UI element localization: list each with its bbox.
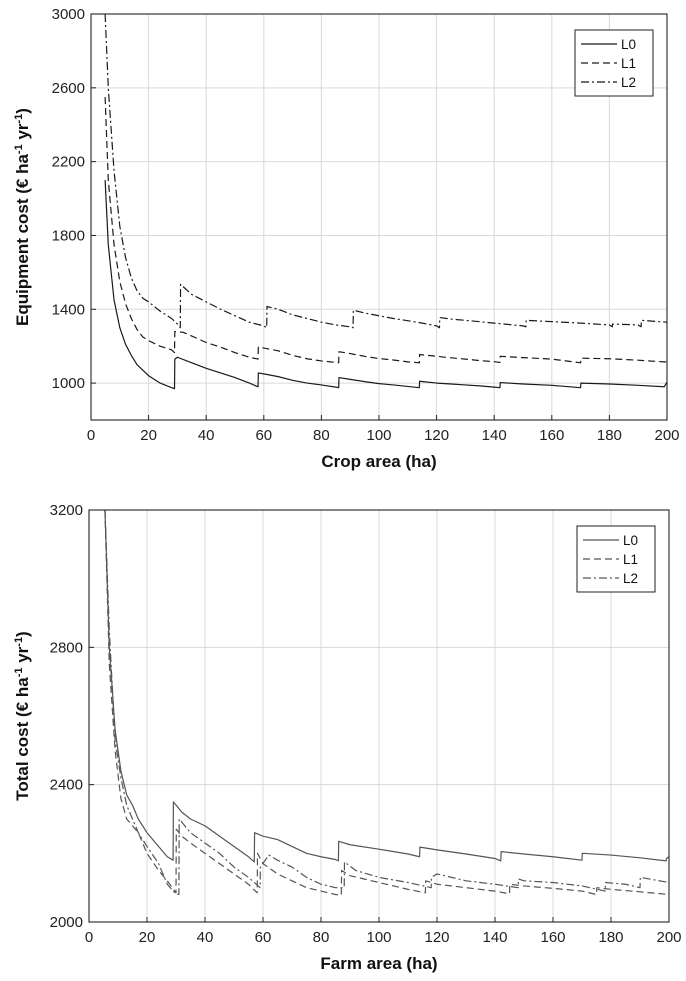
series-line-l2	[104, 510, 669, 896]
legend-label-l0: L0	[621, 37, 636, 52]
x-tick-label: 180	[598, 929, 623, 946]
x-tick-label: 100	[366, 427, 391, 444]
y-axis-label-part: yr	[13, 123, 32, 144]
series-line-l0	[104, 180, 667, 390]
series-line-l0	[104, 510, 669, 863]
y-axis-label-part: yr	[13, 646, 32, 667]
x-tick-label: 20	[140, 427, 157, 444]
y-tick-label: 3200	[50, 502, 83, 519]
y-tick-label: 1400	[52, 301, 85, 318]
series-line-l2	[104, 14, 667, 329]
legend-label-l1: L1	[621, 56, 636, 71]
x-axis-label: Farm area (ha)	[320, 954, 437, 973]
series-group	[104, 510, 669, 896]
y-tick-label: 3000	[52, 6, 85, 23]
y-tick-label: 2800	[50, 639, 83, 656]
x-tick-label: 40	[198, 427, 215, 444]
legend-label-l2: L2	[623, 571, 638, 586]
x-tick-label: 120	[424, 929, 449, 946]
y-axis-label-part: Equipment cost (€ ha	[13, 154, 32, 326]
x-tick-label: 0	[87, 427, 95, 444]
series-line-l1	[104, 97, 667, 364]
y-tick-label: 1800	[52, 227, 85, 244]
legend: L0 L1 L2	[574, 29, 654, 97]
y-axis-label-superscript: -1	[13, 114, 25, 124]
y-tick-label: 1000	[52, 375, 85, 392]
y-axis-label-superscript: -1	[13, 144, 25, 154]
x-tick-label: 80	[313, 427, 330, 444]
y-axis-label-superscript: -1	[13, 637, 25, 647]
x-tick-label: 40	[197, 929, 214, 946]
y-axis-label: Total cost (€ ha-1 yr-1)	[13, 631, 32, 800]
legend-label-l0: L0	[623, 533, 638, 548]
y-tick-label: 2000	[50, 914, 83, 931]
chart-panel-2: 0 20 40 60 80 100 120 140 160 180 200 2000 2400 2800 3…	[13, 502, 682, 973]
x-tick-label: 20	[139, 929, 156, 946]
chart-panel-1: 0 20 40 60 80 100 120 140 160 180 200 1000 1400 1800 2…	[13, 6, 680, 471]
y-axis-label-part: Total cost (€ ha	[13, 677, 32, 801]
x-tick-label: 140	[482, 929, 507, 946]
x-tick-label: 200	[656, 929, 681, 946]
x-axis-label: Crop area (ha)	[321, 452, 436, 471]
x-tick-label: 140	[482, 427, 507, 444]
x-tick-label: 60	[255, 929, 272, 946]
legend-label-l1: L1	[623, 552, 638, 567]
y-tick-label: 2200	[52, 154, 85, 171]
y-axis-label: Equipment cost (€ ha-1 yr-1)	[13, 108, 32, 326]
x-tick-label: 160	[539, 427, 564, 444]
y-axis-label-part: )	[13, 108, 32, 114]
x-tick-label: 160	[540, 929, 565, 946]
series-line-l1	[104, 510, 669, 896]
y-tick-label: 2600	[52, 80, 85, 97]
x-tick-label: 100	[366, 929, 391, 946]
legend-label-l2: L2	[621, 75, 636, 90]
legend: L0 L1 L2	[576, 525, 656, 593]
y-axis-label-part: )	[13, 631, 32, 637]
series-group	[104, 14, 667, 390]
x-tick-label: 120	[424, 427, 449, 444]
x-tick-label: 80	[313, 929, 330, 946]
x-tick-label: 0	[85, 929, 93, 946]
x-tick-label: 200	[654, 427, 679, 444]
y-axis-label-superscript: -1	[13, 668, 25, 678]
x-tick-label: 180	[597, 427, 622, 444]
x-tick-label: 60	[255, 427, 272, 444]
y-tick-label: 2400	[50, 777, 83, 794]
